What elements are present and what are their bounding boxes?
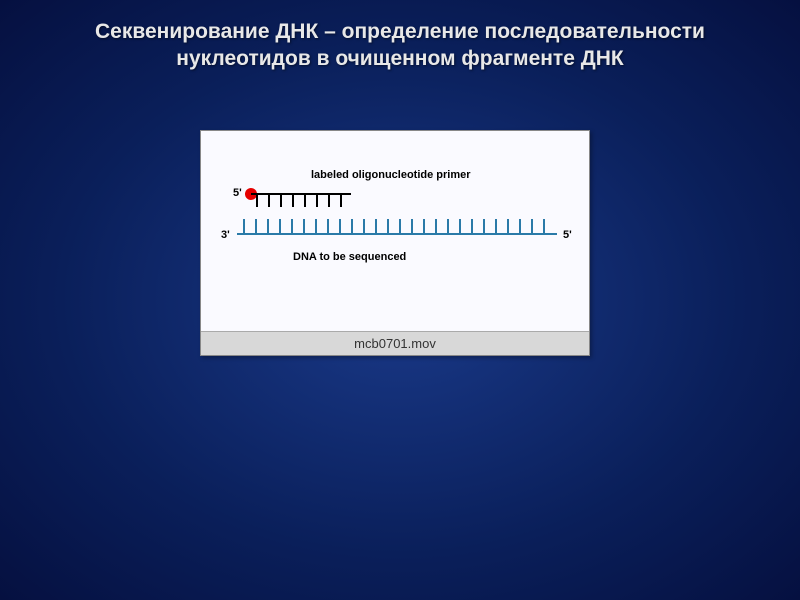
- primer-nucleotide-tick: [256, 193, 258, 207]
- dna-backbone: [237, 233, 557, 235]
- primer-nucleotide-tick: [268, 193, 270, 207]
- dna-nucleotide-tick: [423, 219, 425, 233]
- dna-nucleotide-tick: [375, 219, 377, 233]
- dna-nucleotide-tick: [363, 219, 365, 233]
- primer-label: labeled oligonucleotide primer: [311, 169, 471, 181]
- diagram-canvas: labeled oligonucleotide primer 5' DNA to…: [201, 131, 589, 331]
- dna-nucleotide-tick: [315, 219, 317, 233]
- title-line-2: нуклеотидов в очищенном фрагменте ДНК: [176, 47, 623, 70]
- dna-nucleotide-tick: [411, 219, 413, 233]
- dna-nucleotide-tick: [531, 219, 533, 233]
- dna-nucleotide-tick: [495, 219, 497, 233]
- title-line-1: Секвенирование ДНК – определение последо…: [95, 20, 705, 43]
- dna-nucleotide-tick: [483, 219, 485, 233]
- dna-3prime-label: 3': [221, 229, 230, 241]
- dna-nucleotide-tick: [387, 219, 389, 233]
- primer-nucleotide-tick: [316, 193, 318, 207]
- dna-5prime-label: 5': [563, 229, 572, 241]
- dna-nucleotide-tick: [351, 219, 353, 233]
- primer-nucleotide-tick: [328, 193, 330, 207]
- primer-backbone: [251, 193, 351, 195]
- dna-template-label: DNA to be sequenced: [293, 251, 406, 263]
- dna-nucleotide-tick: [519, 219, 521, 233]
- primer-nucleotide-tick: [340, 193, 342, 207]
- dna-nucleotide-tick: [339, 219, 341, 233]
- dna-nucleotide-tick: [447, 219, 449, 233]
- dna-nucleotide-tick: [255, 219, 257, 233]
- primer-nucleotide-tick: [280, 193, 282, 207]
- primer-nucleotide-tick: [304, 193, 306, 207]
- dna-nucleotide-tick: [327, 219, 329, 233]
- dna-nucleotide-tick: [435, 219, 437, 233]
- dna-nucleotide-tick: [279, 219, 281, 233]
- dna-nucleotide-tick: [291, 219, 293, 233]
- dna-nucleotide-tick: [507, 219, 509, 233]
- dna-nucleotide-tick: [267, 219, 269, 233]
- dna-nucleotide-tick: [543, 219, 545, 233]
- dna-nucleotide-tick: [399, 219, 401, 233]
- dna-nucleotide-tick: [303, 219, 305, 233]
- slide-title: Секвенирование ДНК – определение последо…: [0, 0, 800, 73]
- diagram-figure: labeled oligonucleotide primer 5' DNA to…: [200, 130, 590, 356]
- dna-nucleotide-tick: [243, 219, 245, 233]
- primer-nucleotide-tick: [292, 193, 294, 207]
- dna-nucleotide-tick: [459, 219, 461, 233]
- primer-5prime-label: 5': [233, 187, 242, 199]
- dna-nucleotide-tick: [471, 219, 473, 233]
- figure-footer: mcb0701.mov: [201, 331, 589, 355]
